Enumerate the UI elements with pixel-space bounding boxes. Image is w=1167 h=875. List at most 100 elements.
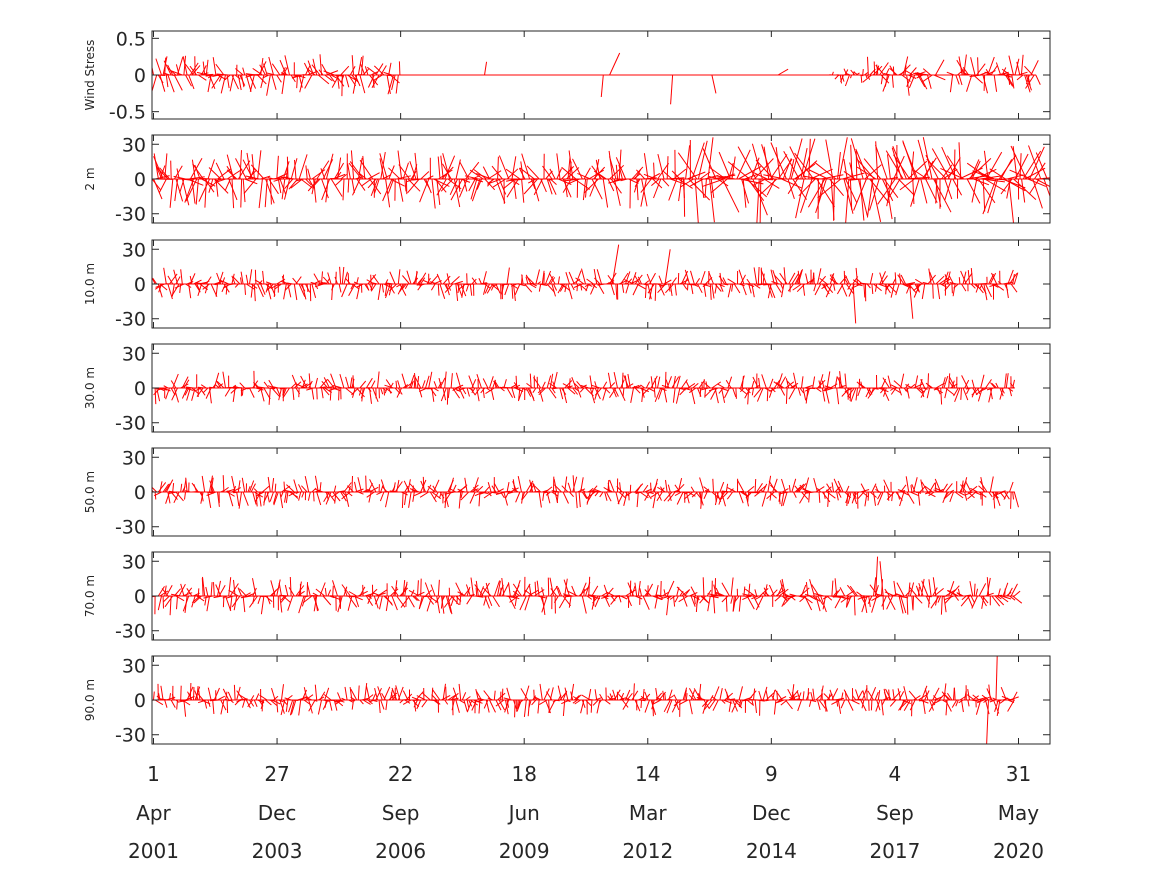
vector-stick bbox=[773, 381, 783, 389]
vector-stick bbox=[774, 274, 783, 285]
vector-stick bbox=[397, 283, 404, 295]
vector-stick bbox=[372, 387, 379, 402]
vector-stick bbox=[159, 481, 163, 493]
vector-stick bbox=[466, 387, 470, 397]
vector-spike bbox=[986, 699, 989, 744]
vector-stick bbox=[984, 71, 993, 76]
vector-stick bbox=[194, 690, 199, 701]
vector-stick bbox=[468, 178, 476, 192]
vector-stick bbox=[348, 283, 356, 297]
vector-stick bbox=[300, 375, 308, 389]
vector-stick bbox=[391, 74, 396, 91]
vector-stick bbox=[724, 387, 730, 399]
vector-stick bbox=[427, 485, 436, 493]
vector-stick bbox=[209, 699, 220, 702]
vector-stick bbox=[634, 699, 641, 712]
vector-stick bbox=[802, 387, 807, 401]
vector-stick bbox=[882, 387, 890, 402]
vector-stick bbox=[816, 488, 822, 493]
x-tick-month-label: Dec bbox=[258, 801, 297, 825]
vector-stick bbox=[579, 387, 585, 393]
vector-stick bbox=[982, 74, 988, 94]
panel-1: 300-302 m bbox=[83, 134, 1051, 226]
vector-stick bbox=[893, 154, 911, 180]
vector-stick bbox=[492, 178, 506, 188]
vector-stick bbox=[905, 384, 913, 389]
vector-stick bbox=[586, 491, 596, 499]
vector-stick bbox=[613, 371, 618, 389]
vector-stick bbox=[994, 595, 1005, 606]
vector-stick bbox=[433, 491, 439, 500]
vector-stick bbox=[369, 283, 373, 291]
vector-stick bbox=[457, 283, 463, 298]
vector-stick bbox=[643, 153, 649, 180]
vector-stick bbox=[722, 277, 727, 285]
vector-stick bbox=[946, 71, 955, 76]
vector-stick bbox=[436, 178, 447, 196]
vector-stick bbox=[546, 283, 555, 293]
vector-stick bbox=[736, 149, 751, 180]
vector-stick bbox=[324, 587, 327, 597]
vector-stick bbox=[917, 491, 921, 506]
vector-stick bbox=[661, 595, 671, 599]
vector-stick bbox=[474, 387, 481, 395]
vector-stick bbox=[991, 283, 999, 288]
vector-stick bbox=[690, 270, 695, 285]
vector-stick bbox=[348, 162, 362, 180]
vector-stick bbox=[394, 481, 403, 493]
vector-stick bbox=[902, 142, 919, 180]
vector-stick bbox=[625, 283, 630, 294]
vector-stick bbox=[1007, 587, 1013, 597]
vector-stick bbox=[914, 375, 919, 389]
vector-stick bbox=[922, 68, 932, 76]
vector-stick bbox=[191, 387, 196, 401]
vector-stick bbox=[706, 589, 712, 597]
vector-stick bbox=[588, 487, 594, 493]
vector-stick bbox=[354, 595, 360, 607]
vector-stick bbox=[909, 699, 916, 711]
vector-stick bbox=[953, 687, 956, 701]
vector-stick bbox=[615, 164, 619, 180]
vector-stick bbox=[504, 699, 510, 713]
vector-stick bbox=[739, 387, 745, 393]
vector-stick bbox=[753, 172, 768, 180]
vector-stick bbox=[804, 385, 813, 389]
vector-stick bbox=[489, 491, 499, 494]
vector-stick bbox=[169, 491, 178, 494]
x-tick-month-label: Dec bbox=[752, 801, 791, 825]
vector-stick bbox=[187, 691, 193, 701]
vector-stick bbox=[859, 178, 865, 221]
vector-stick bbox=[610, 283, 615, 296]
vector-stick bbox=[1035, 74, 1041, 85]
vector-stick bbox=[351, 178, 355, 194]
vector-stick bbox=[745, 387, 751, 394]
y-tick-label: -30 bbox=[115, 413, 146, 435]
vector-stick bbox=[433, 479, 440, 493]
vector-stick bbox=[758, 690, 762, 701]
vector-stick bbox=[464, 175, 479, 180]
vector-stick bbox=[910, 178, 920, 207]
vector-stick bbox=[655, 584, 659, 597]
vector-stick bbox=[331, 283, 334, 301]
vector-stick bbox=[304, 696, 313, 701]
vector-stick bbox=[380, 65, 387, 76]
vector-stick bbox=[351, 55, 354, 76]
vector-stick bbox=[641, 387, 644, 403]
vector-stick bbox=[650, 376, 654, 389]
vector-stick bbox=[404, 178, 407, 192]
vector-stick bbox=[746, 278, 751, 285]
vector-stick bbox=[515, 491, 521, 503]
vector-stick bbox=[801, 584, 807, 597]
vector-stick bbox=[995, 382, 999, 389]
vector-stick bbox=[949, 585, 960, 597]
vector-stick bbox=[156, 166, 169, 180]
vector-stick bbox=[807, 178, 826, 208]
vector-stick bbox=[918, 582, 924, 597]
vector-stick bbox=[654, 595, 658, 609]
vector-stick bbox=[1014, 58, 1020, 76]
vector-stick bbox=[157, 482, 167, 493]
vector-stick bbox=[576, 380, 583, 389]
vector-stick bbox=[386, 74, 391, 94]
vector-stick bbox=[513, 382, 519, 389]
